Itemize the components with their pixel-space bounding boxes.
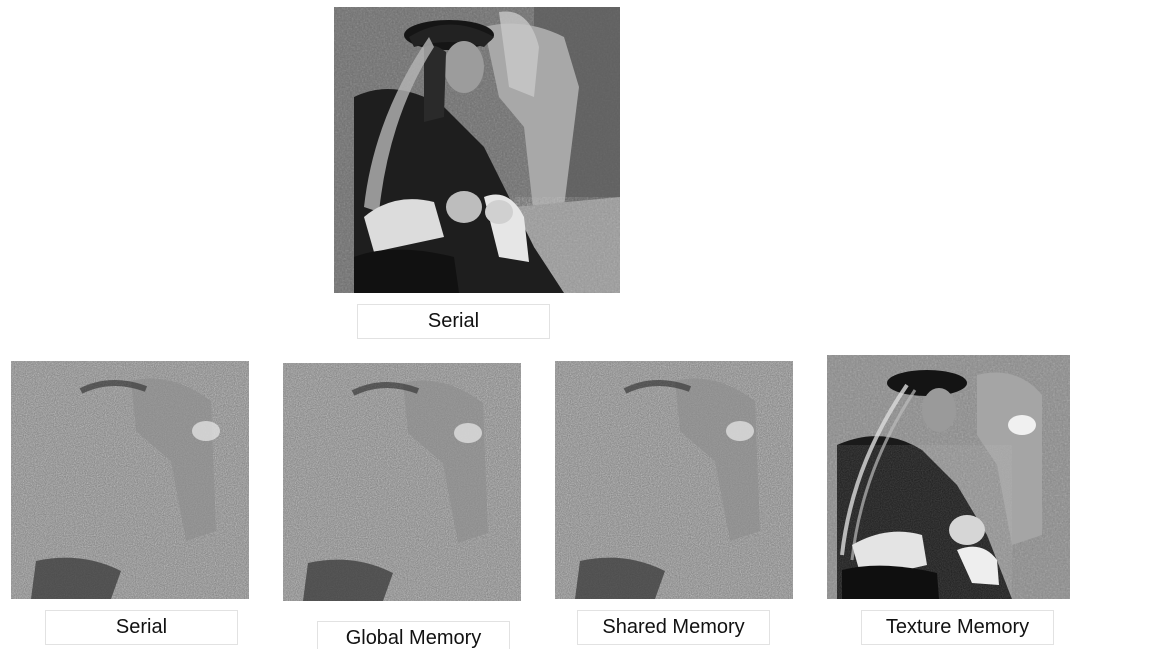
global-memory-result-photo bbox=[283, 363, 521, 601]
texture-memory-caption: Texture Memory bbox=[861, 610, 1054, 645]
noisy-edge-photo-icon bbox=[11, 361, 249, 599]
shared-memory-caption: Shared Memory bbox=[577, 610, 770, 645]
noisy-edge-photo-icon bbox=[555, 361, 793, 599]
original-photo bbox=[334, 7, 620, 293]
edge-photo-icon bbox=[827, 355, 1070, 599]
serial-result-photo bbox=[11, 361, 249, 599]
serial-caption: Serial bbox=[45, 610, 238, 645]
original-caption: Serial bbox=[357, 304, 550, 339]
shared-memory-result-photo bbox=[555, 361, 793, 599]
grayscale-photo-icon bbox=[334, 7, 620, 293]
noisy-edge-photo-icon bbox=[283, 363, 521, 601]
global-memory-caption: Global Memory bbox=[317, 621, 510, 649]
texture-memory-result-photo bbox=[827, 355, 1070, 599]
